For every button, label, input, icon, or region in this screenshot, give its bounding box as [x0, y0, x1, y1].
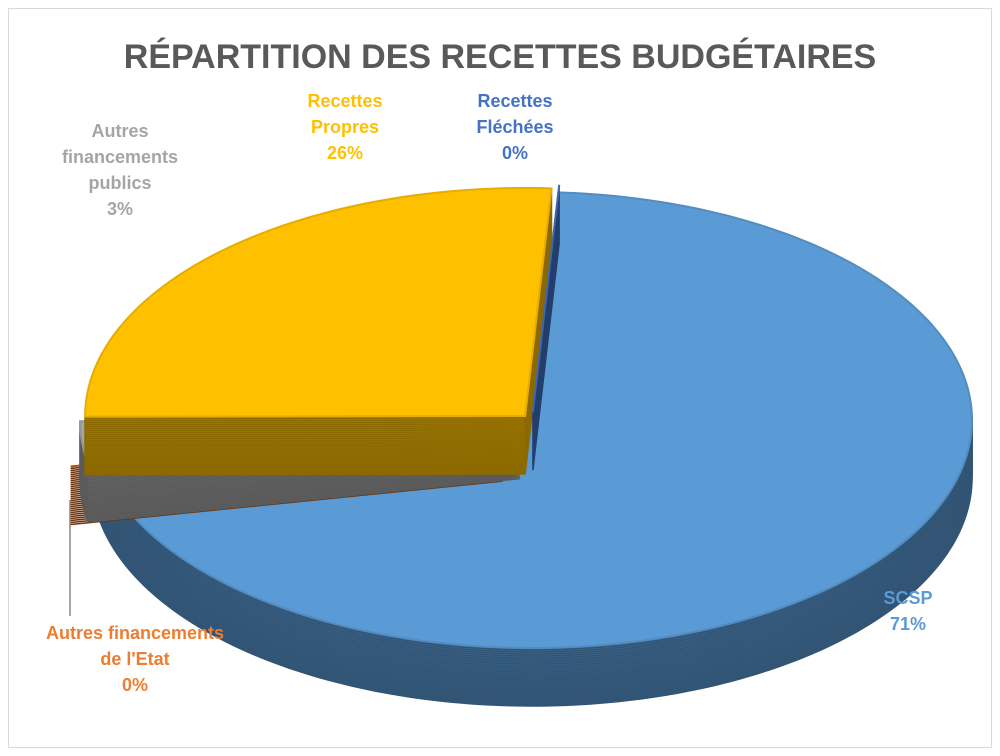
- slice-name: Recettes Propres: [307, 91, 383, 137]
- slice-name: Recettes Fléchées: [476, 91, 554, 137]
- pie-slice: [84, 187, 553, 476]
- pie-slice: [531, 184, 561, 471]
- slice-name: SCSP: [883, 588, 933, 608]
- slice-label: Autres financements publics 3%: [10, 118, 230, 222]
- slice-value: 26%: [326, 143, 364, 163]
- slice-label: SCSP 71%: [848, 585, 968, 637]
- slice-value: 0%: [121, 675, 148, 695]
- slice-name: Autres financements publics: [61, 121, 179, 193]
- slice-label: Recettes Propres 26%: [270, 88, 420, 166]
- slice-name: Autres financements de l'Etat: [45, 623, 225, 669]
- slice-label: Autres financements de l'Etat 0%: [10, 620, 260, 698]
- slice-top: [84, 187, 553, 418]
- slice-label: Recettes Fléchées 0%: [440, 88, 590, 166]
- slice-value: 0%: [501, 143, 528, 163]
- chart-frame: [8, 8, 992, 748]
- chart-title: RÉPARTITION DES RECETTES BUDGÉTAIRES: [123, 38, 877, 76]
- slice-value: 71%: [889, 614, 927, 634]
- slice-value: 3%: [106, 199, 133, 219]
